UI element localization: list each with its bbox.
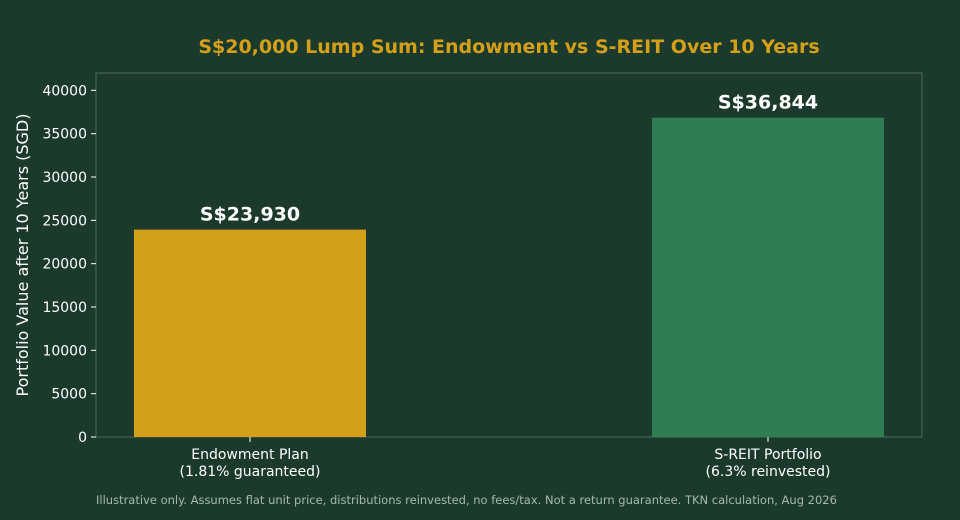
y-tick-label: 20000	[42, 257, 87, 273]
y-tick-label: 10000	[42, 343, 87, 359]
footnote: Illustrative only. Assumes flat unit pri…	[96, 493, 837, 507]
bar	[134, 229, 366, 437]
bars-group	[134, 117, 884, 437]
y-tick-label: 15000	[42, 300, 87, 316]
x-tick-label: Endowment Plan	[191, 447, 308, 463]
y-tick-label: 0	[78, 430, 87, 446]
y-tick-label: 40000	[42, 83, 87, 99]
y-tick-label: 30000	[42, 170, 87, 186]
x-tick-label: (1.81% guaranteed)	[180, 464, 321, 480]
bar	[652, 117, 884, 437]
y-axis-label: Portfolio Value after 10 Years (SGD)	[13, 114, 32, 397]
y-axis: 0 5000 10000 15000 20000 25000 30000 35000 40000	[42, 83, 96, 446]
y-tick-label: 25000	[42, 213, 87, 229]
y-tick-label: 35000	[42, 127, 87, 143]
value-labels-group: S$23,930 S$36,844	[200, 92, 818, 226]
y-tick-label: 5000	[51, 387, 87, 403]
x-tick-label: (6.3% reinvested)	[706, 464, 831, 480]
plot-frame	[95, 72, 923, 438]
x-axis: Endowment Plan(1.81% guaranteed) S-REIT P…	[180, 437, 831, 480]
x-tick-label: S-REIT Portfolio	[714, 447, 821, 463]
bar-value-label: S$36,844	[718, 92, 818, 114]
chart-title: S$20,000 Lump Sum: Endowment vs S-REIT O…	[198, 36, 819, 58]
bar-value-label: S$23,930	[200, 204, 300, 226]
